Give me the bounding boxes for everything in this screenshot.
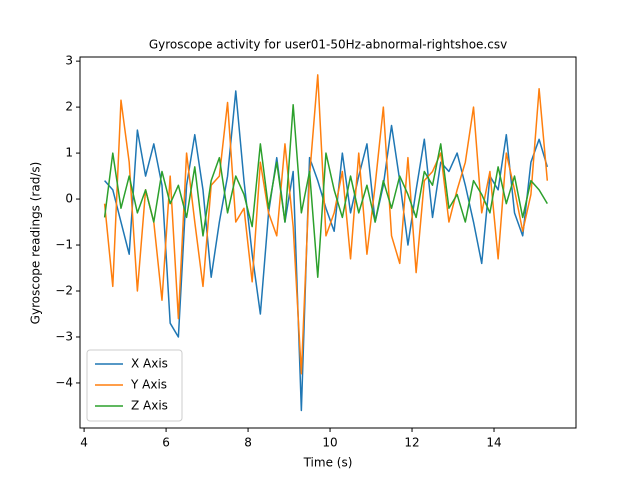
y-axis-label: Gyroscope readings (rad/s) <box>29 162 43 325</box>
x-axis-label: Time (s) <box>303 456 353 470</box>
x-tick-label: 14 <box>486 436 501 450</box>
y-tick-label: −3 <box>55 329 73 343</box>
y-tick-label: 2 <box>65 100 73 114</box>
x-tick-label: 6 <box>162 436 170 450</box>
legend-label: X Axis <box>131 357 168 371</box>
y-tick-label: 0 <box>65 192 73 206</box>
x-tick-label: 8 <box>244 436 252 450</box>
chart-title: Gyroscope activity for user01-50Hz-abnor… <box>149 38 507 52</box>
y-tick-label: 1 <box>65 146 73 160</box>
y-tick-label: 3 <box>65 54 73 68</box>
y-tick-label: −2 <box>55 284 73 298</box>
x-tick-label: 10 <box>322 436 337 450</box>
legend: X Axis Y Axis Z Axis <box>86 349 183 422</box>
legend-label: Y Axis <box>130 378 167 392</box>
data-line <box>103 74 549 375</box>
x-tick-label: 4 <box>80 436 88 450</box>
plot-frame <box>79 56 577 429</box>
data-line <box>104 90 549 412</box>
legend-label: Z Axis <box>131 399 168 413</box>
data-line <box>103 104 548 278</box>
y-tick-label: −1 <box>55 238 73 252</box>
legend-box <box>86 349 183 422</box>
y-tick-label: −4 <box>55 375 73 389</box>
x-tick-label: 12 <box>404 436 419 450</box>
